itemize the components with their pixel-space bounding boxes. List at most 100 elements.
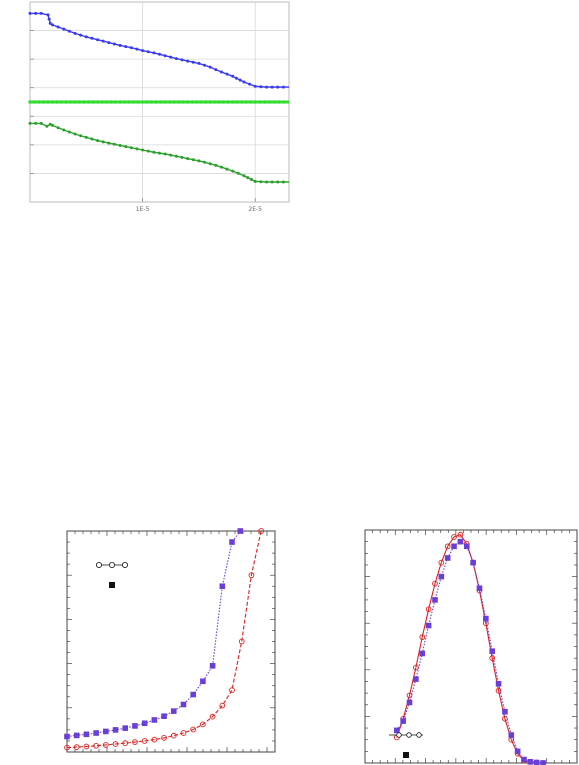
left-series-1-point (93, 730, 99, 736)
left-series-0-point (229, 687, 235, 693)
left-series-0-point (219, 702, 226, 709)
top-series-0-point (259, 85, 263, 89)
left-series-1-point (237, 528, 244, 534)
top-series-1-point (167, 100, 172, 104)
left-series-0-point (102, 742, 109, 748)
top-series-1-point (100, 100, 104, 104)
left-series-0-point (93, 742, 99, 749)
top-series-1-point (59, 100, 64, 104)
top-series-0-point (238, 78, 242, 82)
top-series-0-point (203, 63, 207, 67)
top-series-0-point (34, 11, 38, 15)
right-series-1-point (419, 650, 426, 657)
top-series-2-point (208, 162, 212, 166)
top-series-2-point (146, 149, 150, 153)
left-series-0-line (66, 530, 262, 749)
top-series-1-point (199, 100, 203, 104)
top-series-2-point (112, 142, 116, 146)
top-series-0-point (208, 65, 212, 69)
left-series-0-point (112, 741, 119, 747)
x-tick-label: 1E-5 (136, 206, 150, 213)
top-series-2-point (246, 176, 250, 180)
right-series-0-point (451, 534, 457, 540)
chart-top-panel: 1E-5 2E-5 (0, 0, 295, 215)
top-series-0-point (39, 11, 43, 15)
right-series-1-point (495, 680, 502, 687)
top-series-1-point (145, 100, 149, 104)
top-series-1-point (176, 100, 181, 104)
chart-bottom-right (364, 529, 578, 765)
top-series-0-point (169, 55, 173, 59)
top-series-2-point (253, 179, 257, 183)
left-series-1-point (151, 717, 158, 723)
top-series-1-point (272, 100, 277, 104)
top-series-1-point (226, 100, 230, 104)
right-series-1-point (444, 555, 451, 561)
top-series-1-point (104, 100, 109, 104)
left-series-0-point (64, 744, 70, 751)
top-series-1-point (82, 100, 86, 104)
top-series-1-point (136, 100, 140, 104)
right-series-0-point (432, 580, 438, 587)
top-series-0-point (48, 21, 52, 25)
top-series-0-point (180, 58, 184, 62)
right-series-1-point (463, 543, 470, 550)
right-series-1-point (521, 756, 527, 763)
top-series-1-point (208, 100, 212, 104)
top-series-0-point (281, 85, 285, 89)
legend-marker-open-circle (396, 732, 402, 738)
top-series-1-point (50, 100, 55, 104)
left-series-1-point (229, 539, 235, 545)
top-series-1-point (95, 100, 100, 104)
top-series-0-point (253, 84, 257, 88)
top-series-2-point (141, 148, 145, 152)
left-series-0-point (132, 739, 138, 745)
top-series-2-point (107, 141, 111, 145)
right-series-0-point (438, 559, 445, 566)
top-series-2-point (264, 180, 268, 184)
right-series-1-point (438, 573, 445, 580)
chart-bottom-right-panel (355, 520, 579, 765)
left-series-1-point (112, 727, 119, 733)
top-series-1-point (263, 100, 267, 104)
left-series-1-point (180, 701, 187, 708)
top-series-2-point (90, 137, 94, 141)
left-series-1-point (161, 713, 167, 719)
top-series-1-point (113, 100, 118, 104)
top-series-2-point (214, 163, 218, 167)
top-series-2-point (56, 126, 60, 130)
left-series-0-point (209, 713, 216, 720)
top-series-2-point (158, 151, 161, 155)
top-series-0-point (163, 54, 167, 58)
top-series-2-point (180, 155, 184, 159)
top-series-1-point (73, 100, 77, 104)
top-series-0-point (135, 47, 139, 51)
top-series-0-point (174, 57, 178, 61)
top-series-2-point (236, 171, 240, 175)
top-series-2-point (96, 139, 100, 143)
top-series-2-point (186, 157, 190, 161)
top-series-2-point (48, 122, 52, 126)
top-series-0-point (51, 23, 55, 27)
legend-marker-open-circle (406, 732, 412, 738)
right-series-1-point (400, 718, 406, 724)
right-series-1-point (457, 538, 464, 545)
top-series-2-point (34, 121, 38, 125)
left-series-1-point (103, 728, 109, 735)
top-series-2-point (249, 178, 253, 182)
top-series-1-point (68, 100, 73, 104)
top-series-1-point (282, 100, 286, 104)
chart-bottom-left-panel (55, 525, 285, 765)
top-series-2-point (101, 140, 105, 144)
right-series-1-point (508, 732, 515, 738)
top-series-2-point (129, 146, 133, 150)
top-series-2-point (152, 150, 156, 154)
top-series-2-point (51, 123, 55, 127)
top-series-0-point (231, 74, 235, 78)
legend-marker-open-circle (416, 732, 422, 738)
left-series-1-point (73, 732, 80, 739)
left-series-0-point (238, 638, 245, 645)
top-series-1-point (127, 100, 131, 104)
left-series-0-point (151, 736, 158, 743)
left-series-1-point (141, 720, 148, 727)
